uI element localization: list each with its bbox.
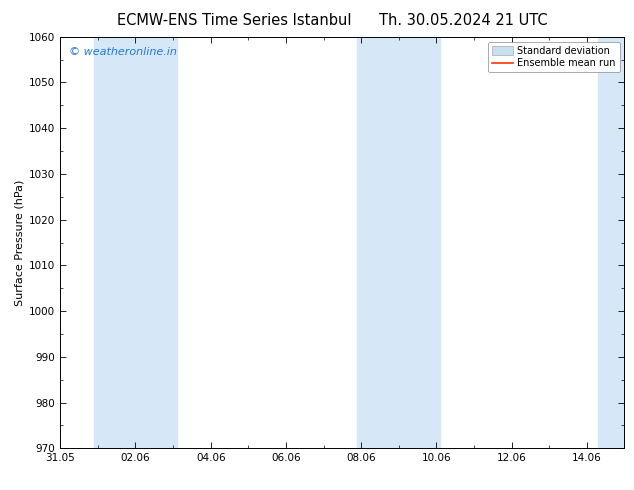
Y-axis label: Surface Pressure (hPa): Surface Pressure (hPa) — [15, 179, 25, 306]
Text: Th. 30.05.2024 21 UTC: Th. 30.05.2024 21 UTC — [378, 13, 547, 28]
Text: © weatheronline.in: © weatheronline.in — [68, 47, 176, 57]
Text: ECMW-ENS Time Series Istanbul: ECMW-ENS Time Series Istanbul — [117, 13, 352, 28]
Legend: Standard deviation, Ensemble mean run: Standard deviation, Ensemble mean run — [488, 42, 619, 73]
Bar — [358, 37, 440, 448]
Bar — [94, 37, 177, 448]
Bar — [598, 37, 624, 448]
